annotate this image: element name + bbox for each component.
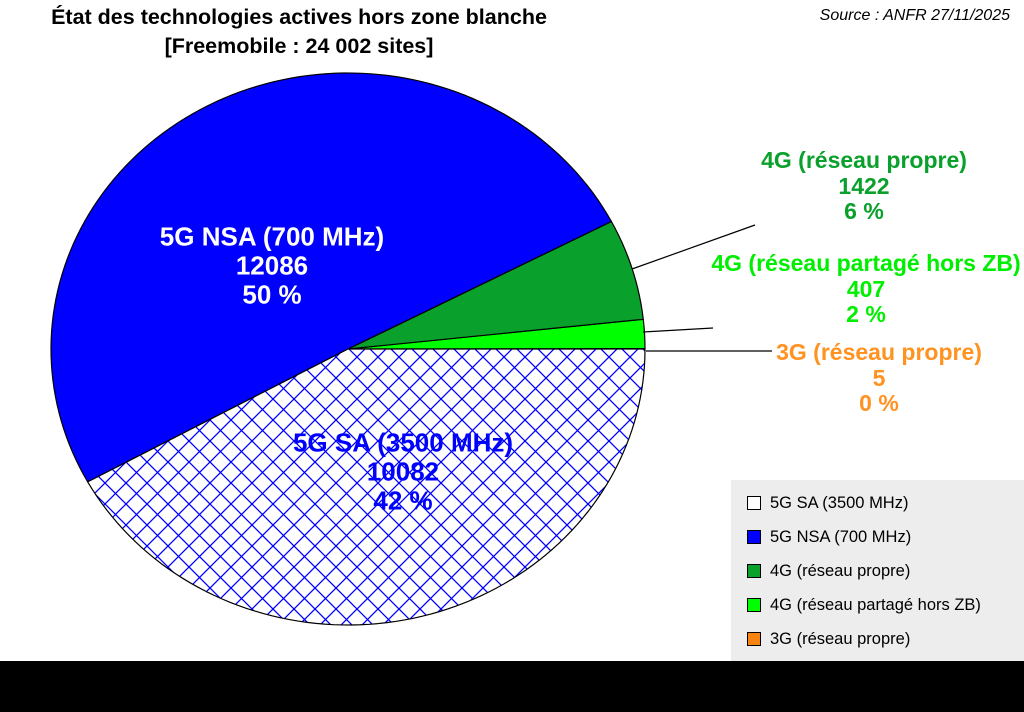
callout-3g: 3G (réseau propre) 5 0 % (776, 338, 982, 417)
leader-lines (631, 224, 772, 352)
pie-label-5g-sa-value: 10082 (366, 456, 440, 487)
legend-swatch-3g (747, 632, 761, 646)
callout-4g-propre-pct: 6 % (844, 197, 884, 224)
pie-label-5g-sa-name: 5G SA (3500 MHz) (292, 427, 514, 458)
pie-label-5g-nsa-pct: 50 % (242, 279, 302, 310)
chart-title: État des technologies actives hors zone … (6, 3, 592, 60)
legend: 5G SA (3500 MHz) 5G NSA (700 MHz) 4G (ré… (731, 480, 1024, 661)
callout-3g-value: 5 (872, 364, 886, 391)
legend-item-5g-nsa: 5G NSA (700 MHz) (747, 525, 1020, 549)
legend-item-3g: 3G (réseau propre) (747, 627, 1020, 651)
callout-4g-partage: 4G (réseau partagé hors ZB) 407 2 % (711, 249, 1021, 328)
legend-item-4g-propre: 4G (réseau propre) (747, 559, 1020, 583)
chart-title-line1: État des technologies actives hors zone … (51, 5, 547, 29)
legend-swatch-5g-nsa (747, 530, 761, 544)
chart-title-line2: [Freemobile : 24 002 sites] (164, 33, 434, 58)
legend-item-5g-sa: 5G SA (3500 MHz) (747, 491, 1020, 515)
legend-label-3g: 3G (réseau propre) (770, 629, 911, 648)
leader-line-4g-propre (631, 224, 756, 270)
legend-label-4g-partage: 4G (réseau partagé hors ZB) (770, 595, 981, 614)
callout-3g-pct: 0 % (859, 389, 899, 416)
pie-slice-0 (87, 348, 646, 626)
callout-4g-partage-pct: 2 % (846, 300, 886, 327)
pie-slices (50, 72, 646, 626)
callout-3g-name: 3G (réseau propre) (776, 338, 982, 365)
callout-4g-propre-value: 1422 (838, 172, 890, 199)
pie-label-5g-nsa-name: 5G NSA (700 MHz) (159, 221, 385, 252)
pie-label-5g-sa: 5G SA (3500 MHz) 10082 42 % (292, 427, 514, 516)
legend-swatch-5g-sa (747, 496, 761, 510)
legend-swatch-4g-propre (747, 564, 761, 578)
pie-label-5g-nsa: 5G NSA (700 MHz) 12086 50 % (159, 221, 385, 310)
legend-label-4g-propre: 4G (réseau propre) (770, 561, 911, 580)
pie-label-5g-sa-pct: 42 % (373, 485, 433, 516)
bottom-black-bar (0, 661, 1024, 712)
pie-label-5g-nsa-value: 12086 (235, 250, 309, 281)
legend-item-4g-partage: 4G (réseau partagé hors ZB) (747, 593, 1020, 617)
callout-4g-partage-value: 407 (846, 275, 886, 302)
callout-4g-propre-name: 4G (réseau propre) (761, 146, 967, 173)
pie-slice-1 (50, 72, 613, 483)
legend-label-5g-nsa: 5G NSA (700 MHz) (770, 527, 912, 546)
callout-4g-partage-name: 4G (réseau partagé hors ZB) (711, 249, 1021, 276)
callout-4g-propre: 4G (réseau propre) 1422 6 % (761, 146, 967, 225)
legend-swatch-4g-partage (747, 598, 761, 612)
leader-line-4g-partage (642, 327, 714, 333)
legend-label-5g-sa: 5G SA (3500 MHz) (770, 493, 909, 512)
source-note: Source : ANFR 27/11/2025 (819, 7, 1010, 24)
